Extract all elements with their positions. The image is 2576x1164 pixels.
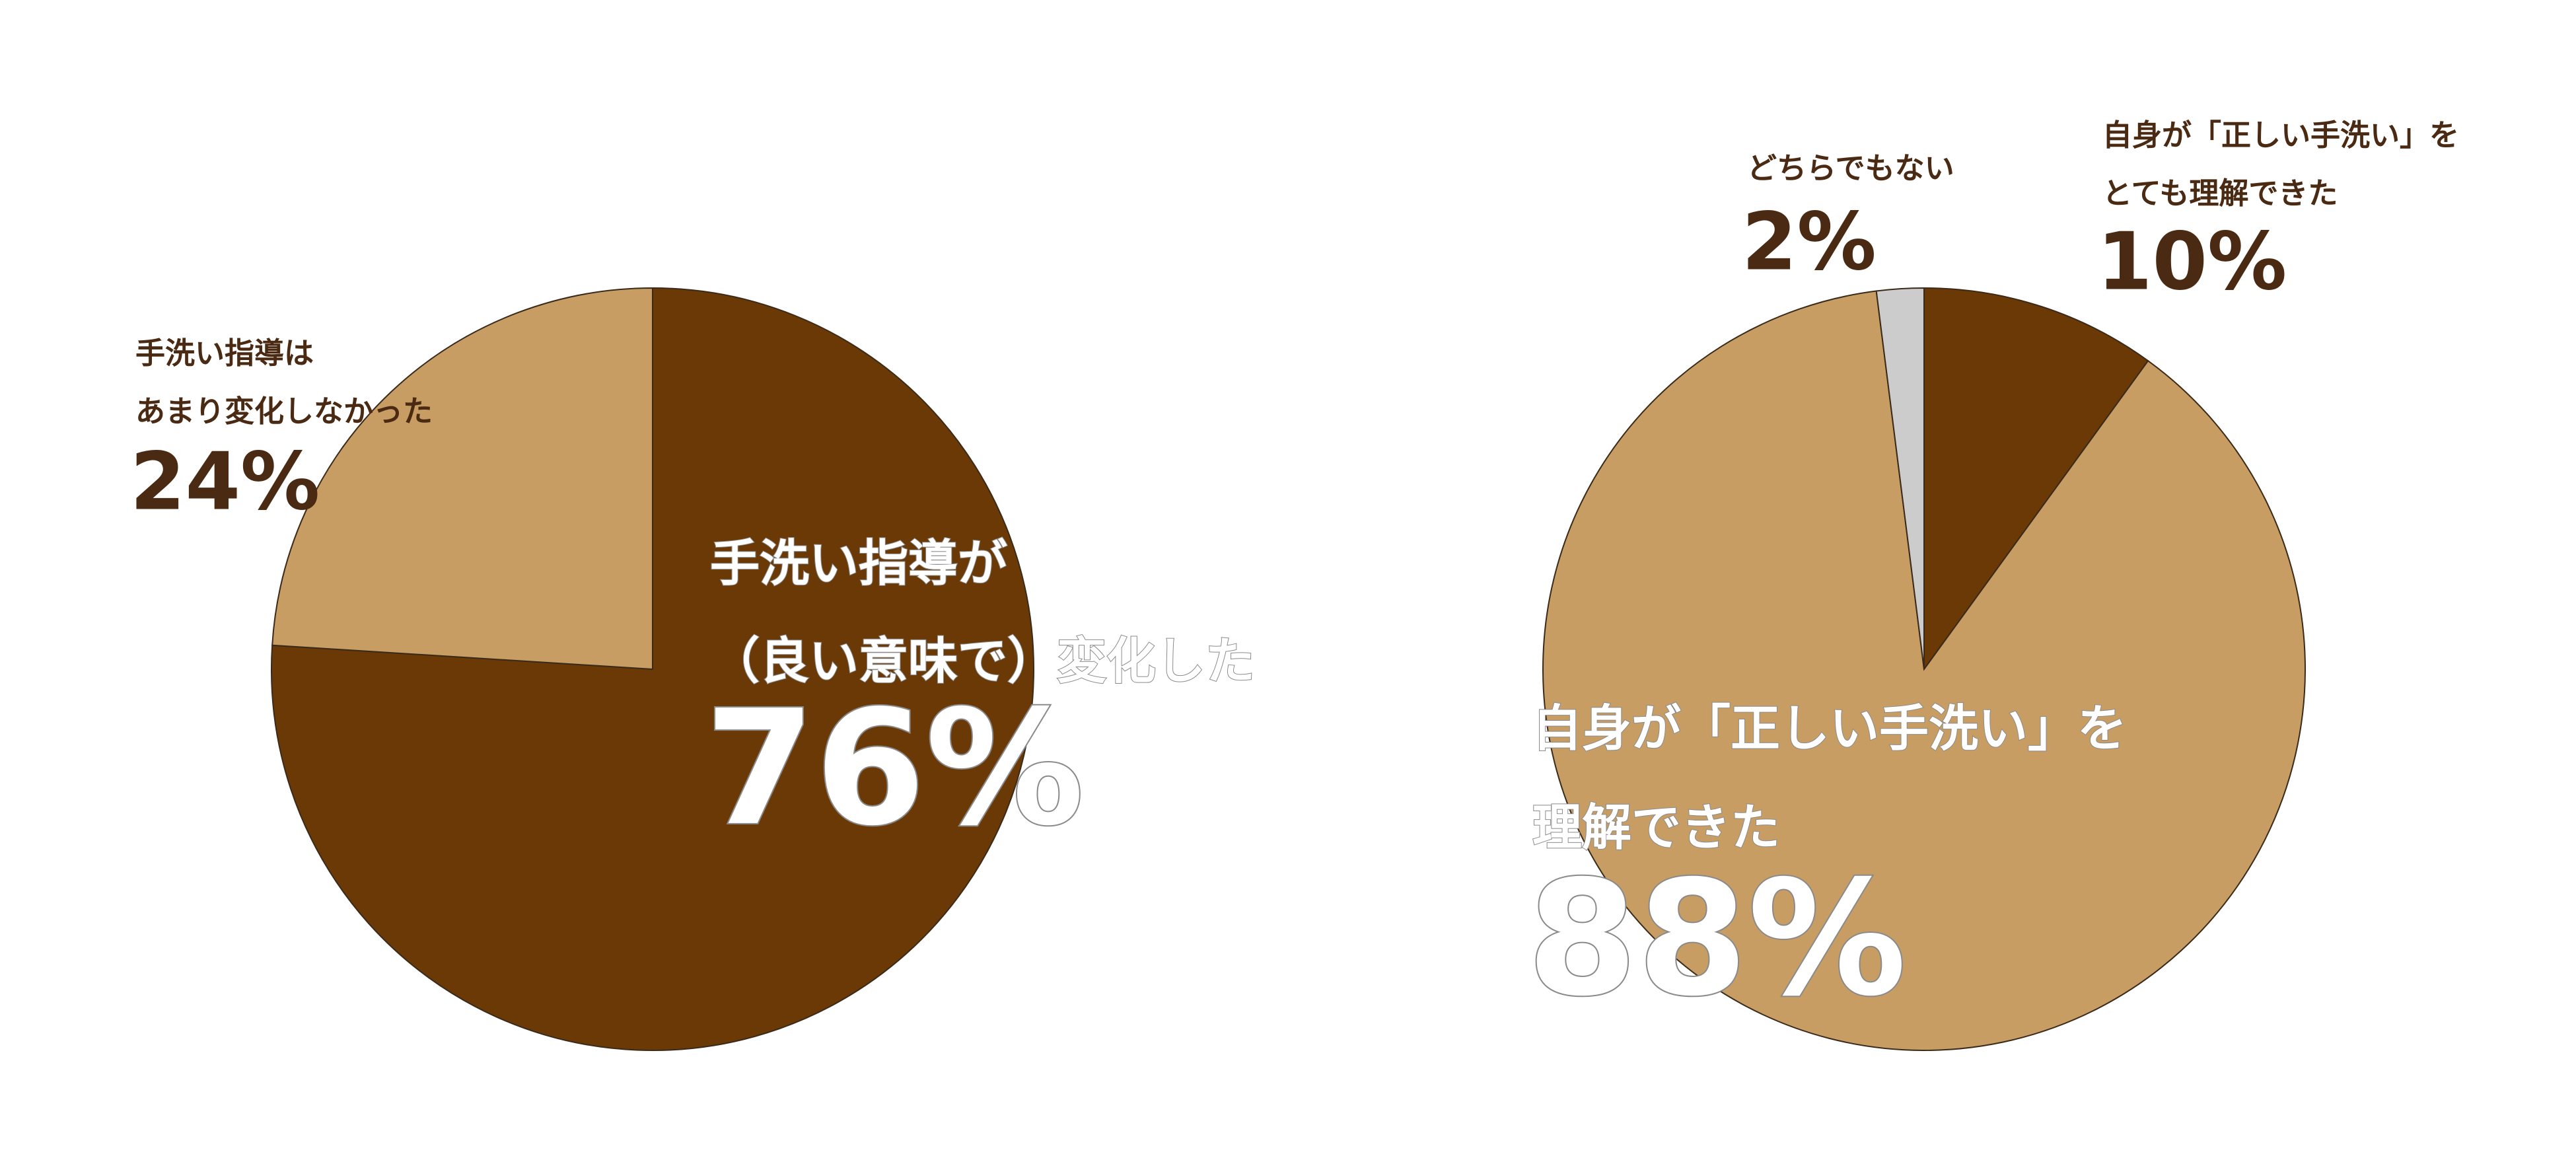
slice-label: 自身が「正しい手洗い」を	[1532, 700, 2127, 758]
value-label: 10%	[2097, 217, 2287, 309]
pie-slice	[271, 287, 653, 671]
slice-label: 理解できた	[1532, 799, 1780, 857]
slice-label: とても理解できた	[2102, 176, 2338, 211]
slice-label: 手洗い指導は	[135, 336, 314, 371]
slice-label: 手洗い指導が	[710, 534, 1007, 593]
pie-slice	[271, 287, 1034, 1051]
pie-slice	[1875, 287, 1925, 670]
slice-label: どちらでもない	[1747, 151, 1954, 186]
value-label: 24%	[130, 437, 320, 528]
slice-label: 自身が「正しい手洗い」を	[2102, 118, 2459, 153]
slice-label: （良い意味で）変化した	[710, 632, 1255, 690]
value-label: 2%	[1742, 197, 1877, 289]
value-label: 76%	[705, 676, 1084, 861]
pie-slice	[1542, 290, 2306, 1051]
slice-label: あまり変化しなかった	[135, 394, 433, 429]
value-label: 88%	[1527, 846, 1906, 1031]
pie-slice	[1923, 287, 2149, 672]
